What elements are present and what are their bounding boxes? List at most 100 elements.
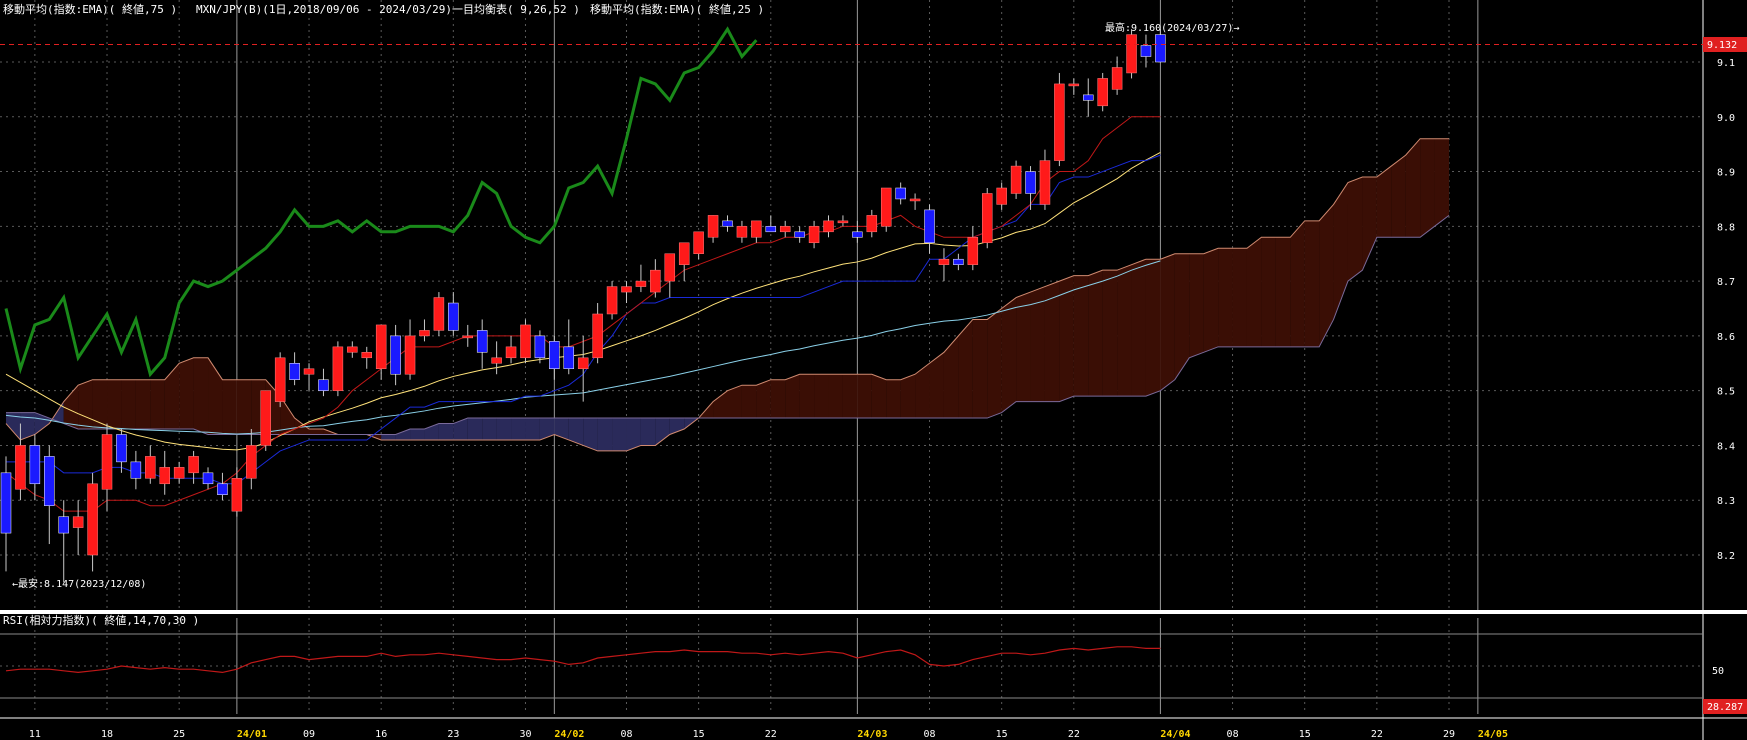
candle-body bbox=[938, 258, 950, 265]
candle bbox=[751, 220, 762, 243]
candle-body bbox=[852, 231, 863, 238]
candle bbox=[693, 231, 704, 260]
legend-ichimoku: 一目均衡表( 9,26,52 ) bbox=[452, 2, 580, 16]
candle bbox=[476, 319, 488, 369]
candle-body bbox=[549, 341, 560, 370]
candle bbox=[592, 303, 603, 364]
cloud-segment bbox=[1304, 220, 1320, 347]
cloud-segment bbox=[597, 418, 613, 451]
cloud-segment bbox=[1275, 237, 1291, 347]
cloud-segment bbox=[943, 335, 959, 419]
candle-body bbox=[693, 231, 704, 254]
cloud-segment bbox=[640, 418, 656, 446]
cloud-segment bbox=[20, 412, 35, 440]
candle-body bbox=[246, 445, 257, 479]
candle bbox=[29, 434, 41, 501]
candle bbox=[1126, 29, 1137, 79]
cloud-segment bbox=[453, 418, 468, 440]
cloud-segment bbox=[1088, 270, 1103, 397]
candle-body bbox=[635, 280, 647, 287]
candle-body bbox=[505, 346, 517, 359]
candle bbox=[621, 281, 632, 304]
candle-body bbox=[563, 346, 575, 370]
candle-body bbox=[707, 215, 719, 238]
candle-body bbox=[751, 220, 762, 238]
cloud-segment bbox=[164, 363, 180, 430]
cloud-segment bbox=[727, 385, 742, 419]
price-tick-label: 8.7 bbox=[1717, 277, 1735, 288]
x-tick-label: 15 bbox=[996, 729, 1008, 740]
candle-body bbox=[866, 215, 878, 233]
price-tick-label: 8.3 bbox=[1717, 496, 1735, 507]
candle bbox=[361, 346, 372, 369]
candle-body bbox=[621, 286, 632, 293]
candle bbox=[231, 467, 243, 517]
candle bbox=[635, 264, 647, 293]
rsi-level-label: 50 bbox=[1712, 666, 1724, 677]
candle bbox=[1097, 72, 1108, 112]
candle bbox=[866, 209, 878, 238]
candle-body bbox=[375, 324, 387, 370]
cloud-segment bbox=[554, 418, 569, 440]
cloud-segment bbox=[1044, 281, 1060, 402]
candle bbox=[996, 182, 1007, 210]
candle-body bbox=[880, 187, 892, 227]
x-tick-label: 15 bbox=[1299, 729, 1311, 740]
candle-body bbox=[419, 330, 430, 337]
x-tick-label: 23 bbox=[447, 729, 459, 740]
legend-ema75: 移動平均(指数:EMA)( 終値,75 ) bbox=[3, 2, 177, 16]
cloud-segment bbox=[655, 418, 670, 446]
candle-body bbox=[29, 445, 41, 485]
candle bbox=[116, 429, 127, 473]
candle-body bbox=[592, 313, 603, 359]
high-annotation: 最高:9.160(2024/03/27)→ bbox=[1105, 21, 1239, 34]
candle-body bbox=[0, 472, 12, 534]
candle-body bbox=[188, 456, 199, 474]
cloud-segment bbox=[1174, 253, 1190, 380]
candle-body bbox=[318, 379, 329, 391]
candle bbox=[15, 423, 26, 501]
candle-body bbox=[332, 346, 344, 391]
cloud-segment bbox=[236, 379, 252, 435]
candle-body bbox=[58, 516, 69, 534]
candle-body bbox=[722, 220, 733, 227]
cloud-segment bbox=[121, 379, 136, 430]
candle bbox=[462, 324, 474, 347]
x-tick-label: 16 bbox=[375, 729, 387, 740]
candle bbox=[549, 335, 560, 380]
cloud-segment bbox=[958, 319, 973, 419]
candle bbox=[188, 450, 199, 484]
candle-body bbox=[274, 357, 286, 402]
legend-symbol: MXN/JPY(B)(1日,2018/09/06 - 2024/03/29) bbox=[196, 3, 452, 16]
candle-body bbox=[895, 187, 906, 200]
price-tick-label: 8.2 bbox=[1717, 551, 1735, 562]
candle bbox=[895, 182, 906, 205]
candle bbox=[664, 253, 676, 298]
current-price-tag bbox=[1703, 37, 1747, 52]
cloud-segment bbox=[107, 379, 122, 430]
cloud-segment bbox=[1376, 166, 1392, 238]
candle bbox=[520, 319, 531, 364]
candle-body bbox=[664, 253, 676, 282]
cloud-segment bbox=[1290, 220, 1305, 347]
candle-body bbox=[606, 286, 618, 315]
cloud-segment bbox=[63, 385, 79, 430]
candle-body bbox=[1155, 34, 1166, 63]
candle-body bbox=[404, 335, 416, 375]
candle-body bbox=[779, 226, 791, 233]
senkou-span-a bbox=[5, 138, 1449, 452]
candle-body bbox=[1111, 67, 1123, 90]
cloud-segment bbox=[1189, 253, 1204, 358]
candle bbox=[924, 204, 935, 254]
candle-body bbox=[1025, 171, 1036, 194]
candle bbox=[318, 368, 329, 397]
candle bbox=[72, 500, 84, 555]
candle bbox=[433, 292, 445, 336]
candle-body bbox=[448, 302, 459, 331]
candle-body bbox=[361, 352, 372, 359]
candle-body bbox=[1010, 165, 1022, 194]
cloud-segment bbox=[1016, 292, 1031, 402]
candle bbox=[953, 253, 964, 271]
